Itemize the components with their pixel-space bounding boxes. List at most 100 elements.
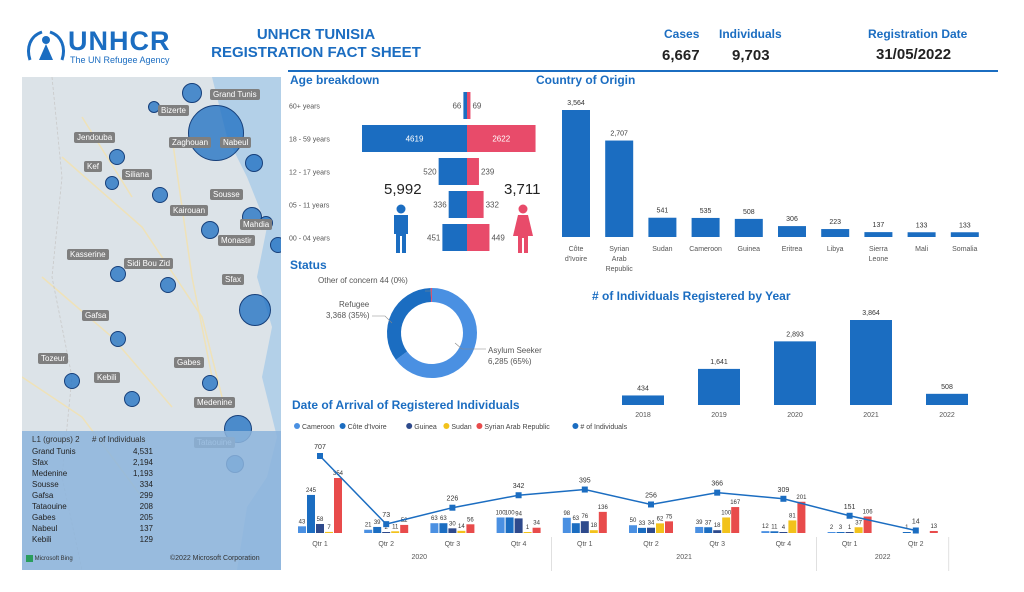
legend-label-guinea[interactable]: Guinea <box>414 424 437 431</box>
arrival-line-point[interactable] <box>648 501 654 508</box>
country-tick-label: Cameroon <box>689 246 722 253</box>
arrival-bar-cameroon <box>298 526 306 533</box>
legend-label-sudan[interactable]: Sudan <box>451 424 471 431</box>
country-bar-libya[interactable] <box>821 229 850 237</box>
map-bubble-grand-tunis[interactable] <box>182 83 202 103</box>
arrival-bar-label: 62 <box>657 516 664 522</box>
age-female-bar <box>467 224 490 251</box>
map-panel[interactable]: Grand Tunis Bizerte Zaghouan Nabeul Jendouba… <box>22 77 281 570</box>
arrival-bar-label: 11 <box>771 524 778 530</box>
country-value-label: 306 <box>786 216 798 223</box>
male-total: 5,992 <box>384 181 422 198</box>
map-bubble-kebili[interactable] <box>124 391 140 407</box>
map-table-region: Medenine <box>32 469 68 478</box>
arrival-bar-c-te-d-ivoire <box>770 531 779 533</box>
map-table-count: 137 <box>139 524 153 533</box>
country-bar-sudan[interactable] <box>648 217 677 237</box>
year-bar-2020[interactable] <box>774 341 816 405</box>
year-tick-label: 2022 <box>939 412 955 419</box>
year-bar-2022[interactable] <box>926 393 968 405</box>
map-bubble-jendouba[interactable] <box>109 149 125 165</box>
arrival-bar-label: 39 <box>374 520 381 526</box>
arrival-line-point[interactable] <box>383 521 390 528</box>
country-bar-c-te-d-ivoire[interactable] <box>562 110 590 237</box>
status-donut <box>387 287 477 378</box>
map-bubble-kasserine[interactable] <box>110 266 126 282</box>
arrival-line-point[interactable] <box>449 504 456 511</box>
arrival-quarter-label: Qtr 1 <box>577 541 593 548</box>
arrival-bar-label: 100 <box>721 510 732 516</box>
map-label-sfax: Sfax <box>222 274 245 285</box>
arrival-bar-cameroon <box>827 532 836 533</box>
map-table-row: Kebili 129 <box>22 534 281 545</box>
title-line-2: REGISTRATION FACT SHEET <box>211 44 421 61</box>
legend-marker-cameroon <box>294 423 300 429</box>
year-bar-2019[interactable] <box>698 368 740 405</box>
arrival-quarter-label: Qtr 4 <box>511 541 527 548</box>
arrival-quarter-label: Qtr 2 <box>643 541 659 548</box>
arrival-bar-label: 245 <box>306 488 317 494</box>
legend-label-syrian-arab-republic[interactable]: Syrian Arab Republic <box>484 424 550 431</box>
map-table-count: 334 <box>139 480 153 489</box>
arrival-bar-label: 100 <box>505 510 516 516</box>
arrival-bar-syrian-arab-republic <box>797 501 806 533</box>
arrival-bar-label: 7 <box>327 525 331 531</box>
country-bar-cameroon[interactable] <box>691 217 720 237</box>
arrival-bar-label: 14 <box>458 524 465 530</box>
country-tick-label: Guinea <box>738 246 761 253</box>
map-bubble-gafsa[interactable] <box>110 331 126 347</box>
map-label-kasserine: Kasserine <box>67 249 109 260</box>
arrival-bar-label: 37 <box>705 520 712 526</box>
arrival-line-point[interactable] <box>846 512 853 519</box>
map-bubble-kef[interactable] <box>105 176 119 190</box>
map-bubble-sfax[interactable] <box>239 294 271 326</box>
country-bar-mali[interactable] <box>907 232 936 237</box>
country-bar-sierra-leone[interactable] <box>864 232 893 237</box>
country-bar-syrian-arab-republic[interactable] <box>605 140 634 237</box>
year-bar-2018[interactable] <box>622 395 664 405</box>
year-bar-2021[interactable] <box>850 320 892 405</box>
map-bubble-monastir[interactable] <box>270 237 281 253</box>
arrival-line-label: 366 <box>711 481 723 488</box>
arrival-bar-label: 30 <box>449 521 456 527</box>
map-bubble-sidi-bou-zid[interactable] <box>160 277 176 293</box>
arrival-line-point[interactable] <box>780 495 787 502</box>
legend-label-c-te-d-ivoire[interactable]: Côte d'Ivoire <box>348 424 387 431</box>
country-bar-guinea[interactable] <box>734 218 763 237</box>
map-bubble-zaghouan[interactable] <box>188 105 244 161</box>
status-refugee-label: Refugee <box>339 300 370 309</box>
legend-label-cameroon[interactable]: Cameroon <box>302 424 335 431</box>
map-table-row: Gafsa 299 <box>22 490 281 501</box>
arrival-line-label: 342 <box>513 483 525 490</box>
map-table-count: 208 <box>139 502 153 511</box>
arrival-line-point[interactable] <box>714 489 721 496</box>
map-label-gabes: Gabes <box>174 357 204 368</box>
year-chart: 434 2018 1,641 2019 2,893 2020 3,864 2021 508 202… <box>622 310 968 419</box>
country-bar-eritrea[interactable] <box>778 226 806 237</box>
map-bubble-siliana[interactable] <box>152 187 168 203</box>
legend-marker-of-individuals <box>572 423 579 429</box>
arrival-line-point[interactable] <box>317 453 323 459</box>
arrival-line-point[interactable] <box>515 492 522 499</box>
arrival-bar-guinea <box>580 521 589 533</box>
status-slice-asylum-seeker[interactable] <box>395 288 477 378</box>
legend-marker-syrian-arab-republic <box>476 423 483 429</box>
country-bar-somalia[interactable] <box>950 232 979 237</box>
arrival-bar-guinea <box>647 527 655 533</box>
arrival-bar-label: 75 <box>666 514 673 520</box>
map-bubble-kairouan[interactable] <box>201 221 219 239</box>
title-line-1: UNHCR TUNISIA <box>256 26 376 43</box>
arrival-line-point[interactable] <box>912 527 919 534</box>
arrival-bar-label: 167 <box>730 500 741 506</box>
age-female-bar <box>467 158 479 185</box>
country-tick-label: Somalia <box>952 246 977 253</box>
country-value-label: 535 <box>700 208 712 215</box>
arrival-line-point[interactable] <box>581 486 588 493</box>
status-slice-refugee[interactable] <box>387 288 432 360</box>
map-bubble-nabeul[interactable] <box>245 154 263 172</box>
map-bubble-gabes[interactable] <box>202 375 218 391</box>
map-table-count: 299 <box>139 491 153 500</box>
map-bubble-tozeur[interactable] <box>64 373 80 389</box>
header-divider <box>288 70 998 72</box>
legend-label-of-individuals[interactable]: # of Individuals <box>580 424 627 431</box>
